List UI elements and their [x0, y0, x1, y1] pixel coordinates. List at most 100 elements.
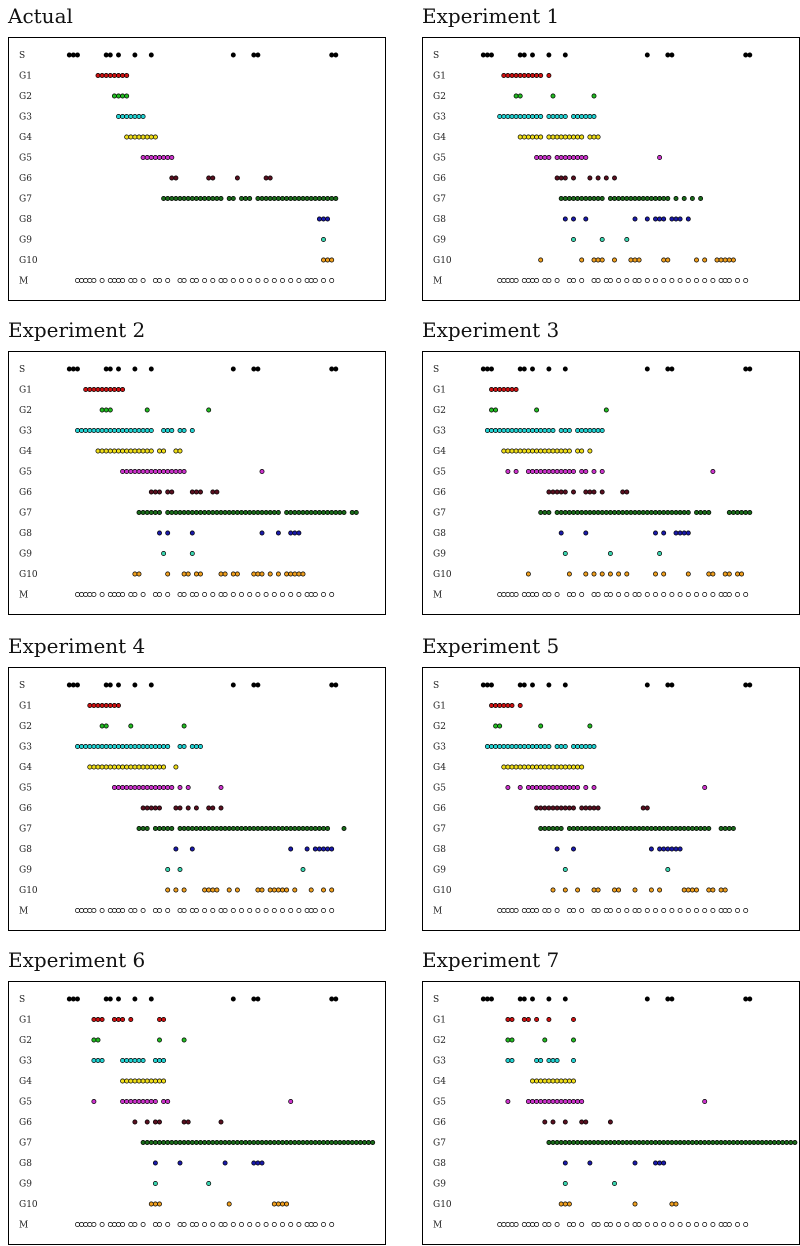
point-g7 [325, 826, 331, 831]
point-m [165, 592, 171, 597]
point-g7 [607, 196, 613, 201]
point-s [329, 366, 335, 372]
point-m [653, 592, 658, 597]
point-g3 [169, 428, 175, 433]
point-g8 [325, 216, 331, 222]
point-m [669, 908, 675, 913]
point-g7 [632, 196, 638, 201]
point-g7 [579, 1140, 585, 1145]
row-label-g6: G6 [433, 1118, 446, 1128]
point-m [263, 1222, 269, 1227]
point-g7 [616, 510, 622, 515]
point-g10 [669, 1201, 675, 1207]
point-g4 [124, 764, 130, 770]
point-m [116, 592, 121, 597]
point-g3 [571, 1058, 576, 1063]
point-g3 [161, 428, 167, 433]
point-g7 [247, 510, 253, 515]
point-g7 [280, 1140, 285, 1145]
point-g7 [689, 1140, 695, 1145]
point-g6 [599, 489, 605, 495]
point-g7 [333, 196, 339, 201]
point-g7 [255, 1140, 261, 1145]
point-g1 [546, 73, 552, 78]
point-g7 [706, 826, 712, 831]
point-g6 [550, 489, 556, 495]
row-label-g10: G10 [433, 886, 452, 896]
point-m [304, 1222, 310, 1227]
point-g7 [542, 510, 548, 515]
point-g8 [292, 530, 298, 536]
point-g5 [583, 469, 589, 474]
chart-panel-experiment-3: S G1 G2 G3 G4 G5 G6 G7 G8 G9 G10 M [422, 351, 800, 615]
point-g7 [210, 826, 216, 831]
point-g1 [103, 703, 109, 708]
point-g10 [267, 571, 273, 577]
point-g7 [169, 826, 175, 831]
point-g7 [222, 1140, 228, 1145]
point-m [624, 278, 630, 283]
point-m [661, 278, 667, 283]
point-g7 [636, 196, 642, 201]
point-g3 [177, 428, 183, 433]
point-g7 [271, 196, 277, 201]
point-m [189, 278, 195, 283]
point-m [571, 1222, 576, 1227]
point-g6 [189, 489, 195, 495]
point-g3 [189, 428, 195, 433]
row-label-g5: G5 [433, 154, 446, 164]
point-m [280, 908, 285, 913]
point-m [218, 1222, 224, 1227]
point-g9 [571, 237, 576, 242]
point-g3 [79, 744, 85, 749]
point-g7 [226, 826, 232, 831]
row-label-g8: G8 [19, 529, 32, 539]
point-m [509, 592, 515, 597]
point-s [75, 682, 80, 688]
point-m [193, 278, 199, 283]
point-g7 [661, 826, 667, 831]
point-g4 [546, 134, 552, 140]
point-s [644, 366, 650, 372]
point-g10 [132, 571, 138, 577]
point-g5 [128, 785, 134, 790]
point-g4 [505, 448, 511, 454]
point-g3 [497, 114, 503, 119]
point-g4 [554, 764, 560, 770]
point-s [489, 366, 494, 372]
chart-panel-experiment-2: S G1 G2 G3 G4 G5 G6 G7 G8 G9 G10 M [8, 351, 386, 615]
row-label-g2: G2 [19, 406, 32, 416]
point-m [321, 908, 326, 913]
point-g4 [509, 764, 515, 770]
point-g7 [275, 196, 281, 201]
point-g6 [546, 805, 552, 811]
point-g9 [321, 237, 326, 242]
point-g7 [185, 510, 191, 515]
row-label-g5: G5 [433, 784, 446, 794]
point-g10 [226, 887, 232, 893]
point-g7 [214, 826, 220, 831]
point-s [562, 52, 568, 58]
point-g7 [214, 1140, 220, 1145]
point-m [87, 278, 93, 283]
point-g4 [136, 764, 142, 770]
point-g4 [103, 764, 109, 770]
point-m [595, 1222, 601, 1227]
point-s [132, 52, 138, 58]
point-g4 [148, 448, 154, 454]
point-m [255, 278, 261, 283]
point-g7 [202, 510, 208, 515]
point-s [251, 52, 257, 58]
point-g4 [579, 134, 585, 140]
point-m [534, 1222, 540, 1227]
point-g4 [579, 448, 585, 454]
point-m [546, 1222, 552, 1227]
point-g2 [513, 93, 519, 99]
point-m [603, 592, 609, 597]
point-g5 [218, 785, 224, 790]
row-label-g2: G2 [433, 92, 446, 102]
point-g7 [698, 826, 704, 831]
point-m [140, 908, 146, 913]
point-g3 [193, 744, 199, 749]
